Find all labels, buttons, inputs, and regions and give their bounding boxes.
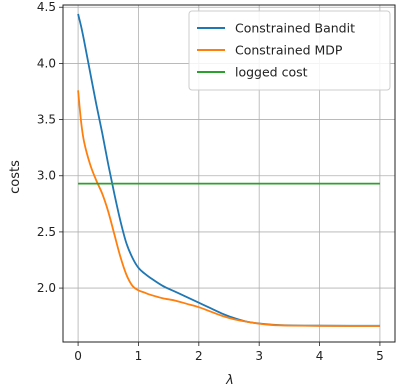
legend-box <box>188 10 391 91</box>
legend-label-logged-cost: logged cost <box>235 65 308 80</box>
legend-label-constrained-mdp: Constrained MDP <box>235 43 343 58</box>
plot-area-frame <box>62 4 396 343</box>
x-axis-label: λ <box>225 373 234 388</box>
legend-label-constrained-bandit: Constrained Bandit <box>235 21 355 36</box>
x-tick-label: 4 <box>316 349 324 363</box>
legend: Constrained Bandit Constrained MDP logged … <box>188 10 391 91</box>
series-lines <box>77 13 380 327</box>
series-line-constrained-mdp <box>77 90 380 327</box>
y-tick-label: 2.0 <box>37 281 56 295</box>
y-tick-label: 3.5 <box>37 113 56 127</box>
axis-ticks: 0 1 2 3 4 5 2.0 2.5 3.0 3.5 4.0 4.5 <box>37 0 384 363</box>
y-tick-label: 4.0 <box>37 56 56 70</box>
x-tick-label: 1 <box>135 349 143 363</box>
x-tick-label: 5 <box>376 349 384 363</box>
x-tick-label: 3 <box>255 349 263 363</box>
x-tick-label: 0 <box>74 349 82 363</box>
y-tick-label: 2.5 <box>37 225 56 239</box>
y-axis-label: costs <box>8 160 23 194</box>
y-tick-label: 4.5 <box>37 0 56 14</box>
x-tick-label: 2 <box>195 349 203 363</box>
y-tick-label: 3.0 <box>37 169 56 183</box>
